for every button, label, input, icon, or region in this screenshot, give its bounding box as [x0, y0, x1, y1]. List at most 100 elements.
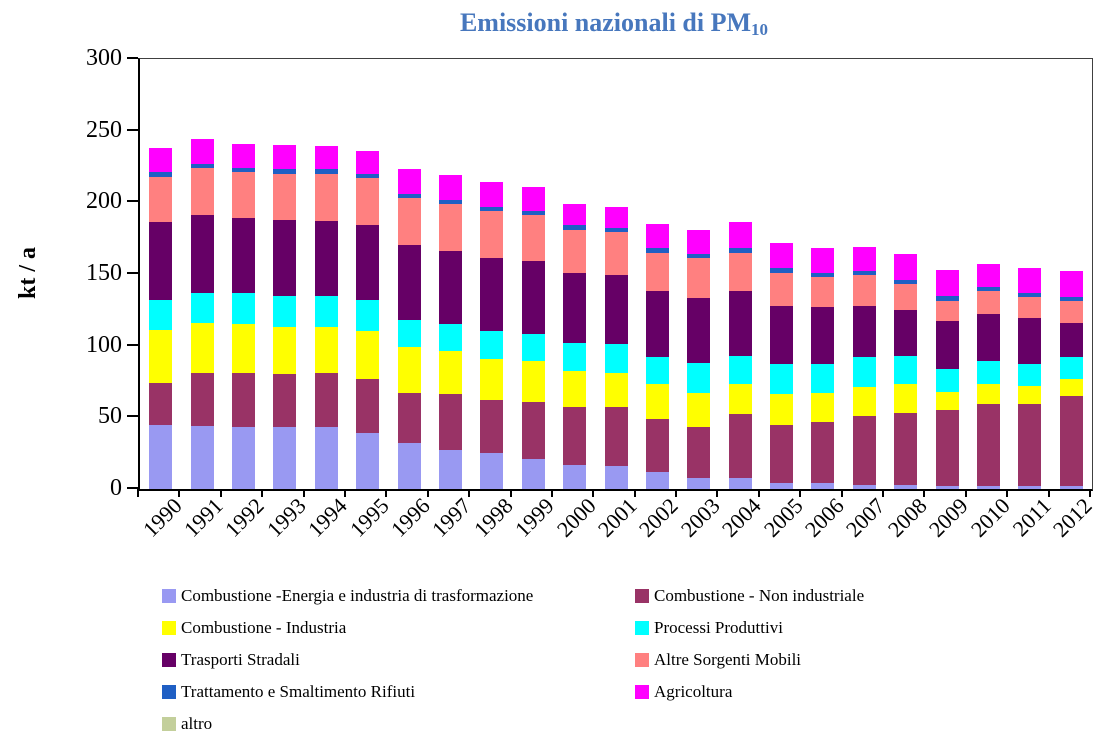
bar-segment-agricoltura: [273, 145, 297, 170]
bar-segment-combustione-industria: [273, 327, 297, 375]
x-axis-tick: [219, 489, 222, 497]
bar-segment-combustione-non-industriale: [480, 400, 504, 454]
bar-segment-processi-produttivi: [563, 342, 587, 372]
bar-segment-combustione-energia-e-industria-di-trasformazione: [480, 453, 504, 489]
bar-segment-processi-produttivi: [314, 295, 338, 328]
bar-segment-processi-produttivi: [977, 361, 1001, 385]
bar-segment-altre-sorgenti-mobili: [480, 210, 504, 259]
bar-segment-combustione-industria: [438, 351, 462, 395]
bar-2008: [894, 253, 918, 489]
bar-segment-trattamento-e-smaltimento-rifiuti: [190, 163, 214, 168]
x-axis-label-1994: 1994: [303, 493, 352, 542]
y-axis-tick: [127, 343, 138, 346]
bar-segment-combustione-energia-e-industria-di-trasformazione: [149, 424, 173, 489]
bar-segment-processi-produttivi: [728, 355, 752, 385]
bar-segment-combustione-industria: [770, 394, 794, 425]
bar-segment-trasporti-stradali: [894, 309, 918, 356]
bar-segment-trattamento-e-smaltimento-rifiuti: [521, 210, 545, 216]
bar-segment-combustione-industria: [811, 393, 835, 422]
bar-segment-combustione-non-industriale: [273, 374, 297, 428]
bar-segment-combustione-industria: [935, 391, 959, 411]
bar-segment-trasporti-stradali: [397, 245, 421, 320]
legend-swatch: [635, 621, 649, 635]
bar-segment-trattamento-e-smaltimento-rifiuti: [645, 248, 669, 253]
legend-swatch: [635, 653, 649, 667]
chart-title-text: Emissioni nazionali di PM: [459, 8, 752, 37]
bar-segment-altre-sorgenti-mobili: [149, 176, 173, 223]
bar-segment-combustione-non-industriale: [356, 378, 380, 434]
bar-segment-trattamento-e-smaltimento-rifiuti: [852, 271, 876, 276]
bar-segment-trattamento-e-smaltimento-rifiuti: [1059, 296, 1083, 302]
bar-segment-processi-produttivi: [1059, 357, 1083, 379]
x-axis-label-2003: 2003: [675, 493, 725, 542]
legend-item-altro: altro: [162, 714, 635, 734]
x-axis-tick: [1006, 489, 1009, 497]
x-axis-label-2005: 2005: [758, 493, 808, 542]
legend: Combustione -Energia e industria di tras…: [162, 580, 1062, 740]
x-axis-label-1995: 1995: [344, 493, 394, 542]
bar-segment-agricoltura: [356, 150, 380, 174]
plot-area: [138, 58, 1093, 491]
bar-1992: [231, 143, 255, 489]
legend-swatch: [635, 685, 649, 699]
x-axis-tick: [799, 489, 802, 497]
x-axis-tick: [550, 489, 553, 497]
bar-segment-altre-sorgenti-mobili: [190, 167, 214, 216]
bar-segment-processi-produttivi: [770, 364, 794, 395]
bar-segment-combustione-energia-e-industria-di-trasformazione: [935, 486, 959, 489]
bar-segment-trasporti-stradali: [480, 258, 504, 332]
bar-segment-combustione-energia-e-industria-di-trasformazione: [894, 484, 918, 489]
bar-segment-combustione-industria: [480, 358, 504, 401]
bar-segment-agricoltura: [687, 229, 711, 254]
x-axis-tick: [1089, 489, 1091, 497]
x-axis-tick: [178, 489, 181, 497]
bar-segment-trasporti-stradali: [935, 321, 959, 369]
bar-segment-combustione-non-industriale: [687, 427, 711, 478]
y-axis-tick: [127, 57, 138, 59]
bar-segment-altre-sorgenti-mobili: [356, 178, 380, 226]
bar-segment-processi-produttivi: [438, 324, 462, 352]
bar-segment-trasporti-stradali: [273, 219, 297, 296]
bar-segment-processi-produttivi: [480, 331, 504, 359]
x-axis-tick: [592, 489, 595, 497]
bar-segment-trattamento-e-smaltimento-rifiuti: [728, 248, 752, 253]
bar-segment-agricoltura: [1059, 271, 1083, 297]
legend-label: Combustione - Industria: [181, 618, 347, 637]
x-axis-tick: [137, 489, 139, 497]
bar-2011: [1018, 268, 1042, 489]
bar-1998: [480, 182, 504, 489]
bar-segment-agricoltura: [231, 143, 255, 168]
bar-segment-combustione-non-industriale: [811, 421, 835, 484]
bar-segment-processi-produttivi: [894, 355, 918, 385]
bar-segment-combustione-industria: [397, 347, 421, 393]
bar-segment-combustione-industria: [687, 393, 711, 428]
bar-segment-processi-produttivi: [397, 319, 421, 348]
bar-1991: [190, 139, 214, 489]
bar-segment-agricoltura: [438, 175, 462, 200]
bar-segment-combustione-non-industriale: [438, 394, 462, 451]
bar-segment-combustione-energia-e-industria-di-trasformazione: [190, 425, 214, 489]
x-axis-label-2011: 2011: [1007, 493, 1056, 542]
bar-segment-combustione-industria: [149, 329, 173, 383]
y-axis-tick: [127, 487, 138, 489]
bar-segment-altre-sorgenti-mobili: [977, 291, 1001, 315]
bar-segment-agricoltura: [1018, 268, 1042, 293]
bar-segment-combustione-energia-e-industria-di-trasformazione: [811, 483, 835, 489]
bar-segment-altre-sorgenti-mobili: [687, 258, 711, 299]
bar-segment-agricoltura: [852, 246, 876, 272]
bar-segment-combustione-energia-e-industria-di-trasformazione: [852, 484, 876, 489]
legend-swatch: [162, 685, 176, 699]
bar-2010: [977, 264, 1001, 489]
bar-segment-combustione-industria: [563, 371, 587, 408]
bar-segment-agricoltura: [645, 223, 669, 249]
x-axis-tick: [633, 489, 636, 497]
bar-segment-altre-sorgenti-mobili: [273, 173, 297, 220]
bar-segment-combustione-energia-e-industria-di-trasformazione: [273, 427, 297, 489]
bar-2012: [1059, 271, 1083, 489]
bar-segment-processi-produttivi: [935, 368, 959, 392]
bar-1994: [314, 146, 338, 489]
x-axis-tick: [1047, 489, 1050, 497]
bar-segment-processi-produttivi: [811, 364, 835, 393]
bar-segment-combustione-energia-e-industria-di-trasformazione: [314, 427, 338, 489]
